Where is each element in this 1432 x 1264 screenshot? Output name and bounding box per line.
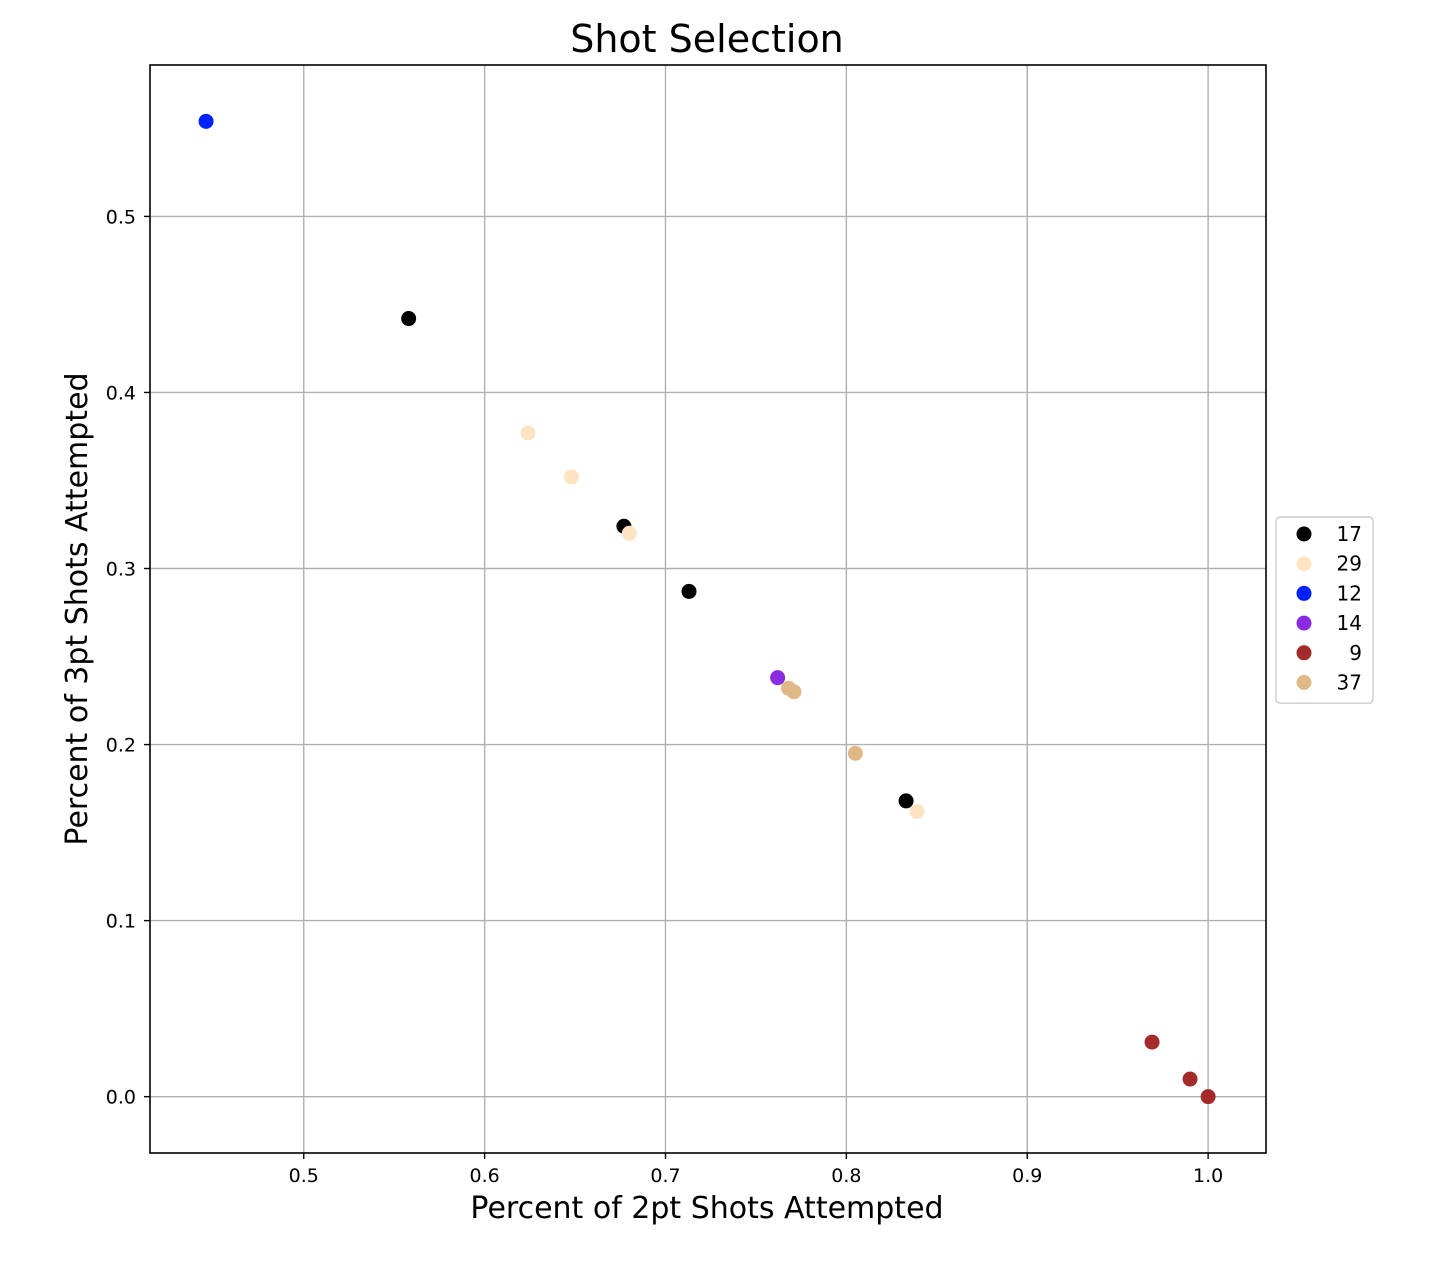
legend-marker [1296, 615, 1312, 631]
data-point-series-17 [898, 793, 914, 809]
legend-marker [1296, 585, 1312, 601]
axis-ticks: 0.5 0.6 0.7 0.8 0.9 1.0 0.0 0.1 0.2 0.3 0.4 0.5 [106, 206, 1223, 1187]
data-point-series-29 [563, 469, 579, 485]
y-tick-label: 0.2 [106, 735, 136, 757]
y-tick-label: 0.0 [106, 1087, 136, 1109]
legend-label: 29 [1337, 552, 1362, 576]
x-tick-label: 0.7 [650, 1165, 680, 1187]
legend-label: 14 [1337, 611, 1362, 635]
y-tick-label: 0.4 [106, 382, 136, 404]
x-tick-label: 0.9 [1012, 1165, 1042, 1187]
data-point-series-37 [847, 745, 863, 761]
x-tick-label: 1.0 [1193, 1165, 1223, 1187]
data-point-series-14 [770, 670, 786, 686]
legend: 17 29 12 14 9 37 [1275, 516, 1374, 704]
data-point-series-29 [621, 525, 637, 541]
chart-title: Shot Selection [570, 17, 844, 61]
legend-label: 12 [1337, 581, 1362, 605]
data-points [198, 113, 1216, 1105]
data-point-series-9 [1200, 1089, 1216, 1105]
plot-frame [149, 64, 1267, 1154]
grid-lines [150, 65, 1266, 1153]
x-axis-label: Percent of 2pt Shots Attempted [470, 1191, 943, 1226]
data-point-series-9 [1182, 1071, 1198, 1087]
y-axis-label: Percent of 3pt Shots Attempted [60, 372, 95, 845]
data-point-series-29 [520, 425, 536, 441]
data-point-series-29 [909, 803, 925, 819]
legend-label: 37 [1337, 671, 1362, 695]
legend-marker [1296, 675, 1312, 690]
x-tick-label: 0.6 [470, 1165, 500, 1187]
data-point-series-17 [681, 583, 697, 599]
data-point-series-12 [198, 113, 214, 129]
x-tick-label: 0.5 [289, 1165, 319, 1187]
legend-label: 17 [1337, 522, 1362, 546]
legend-marker [1296, 645, 1312, 661]
data-point-series-17 [401, 311, 417, 327]
y-tick-label: 0.1 [106, 911, 136, 933]
data-point-series-37 [786, 684, 802, 700]
legend-marker [1296, 526, 1312, 542]
y-tick-label: 0.3 [106, 559, 136, 581]
legend-marker [1296, 556, 1312, 572]
x-tick-label: 0.8 [831, 1165, 861, 1187]
data-point-series-9 [1144, 1034, 1160, 1050]
y-tick-label: 0.5 [106, 206, 136, 228]
legend-label: 9 [1349, 641, 1362, 665]
